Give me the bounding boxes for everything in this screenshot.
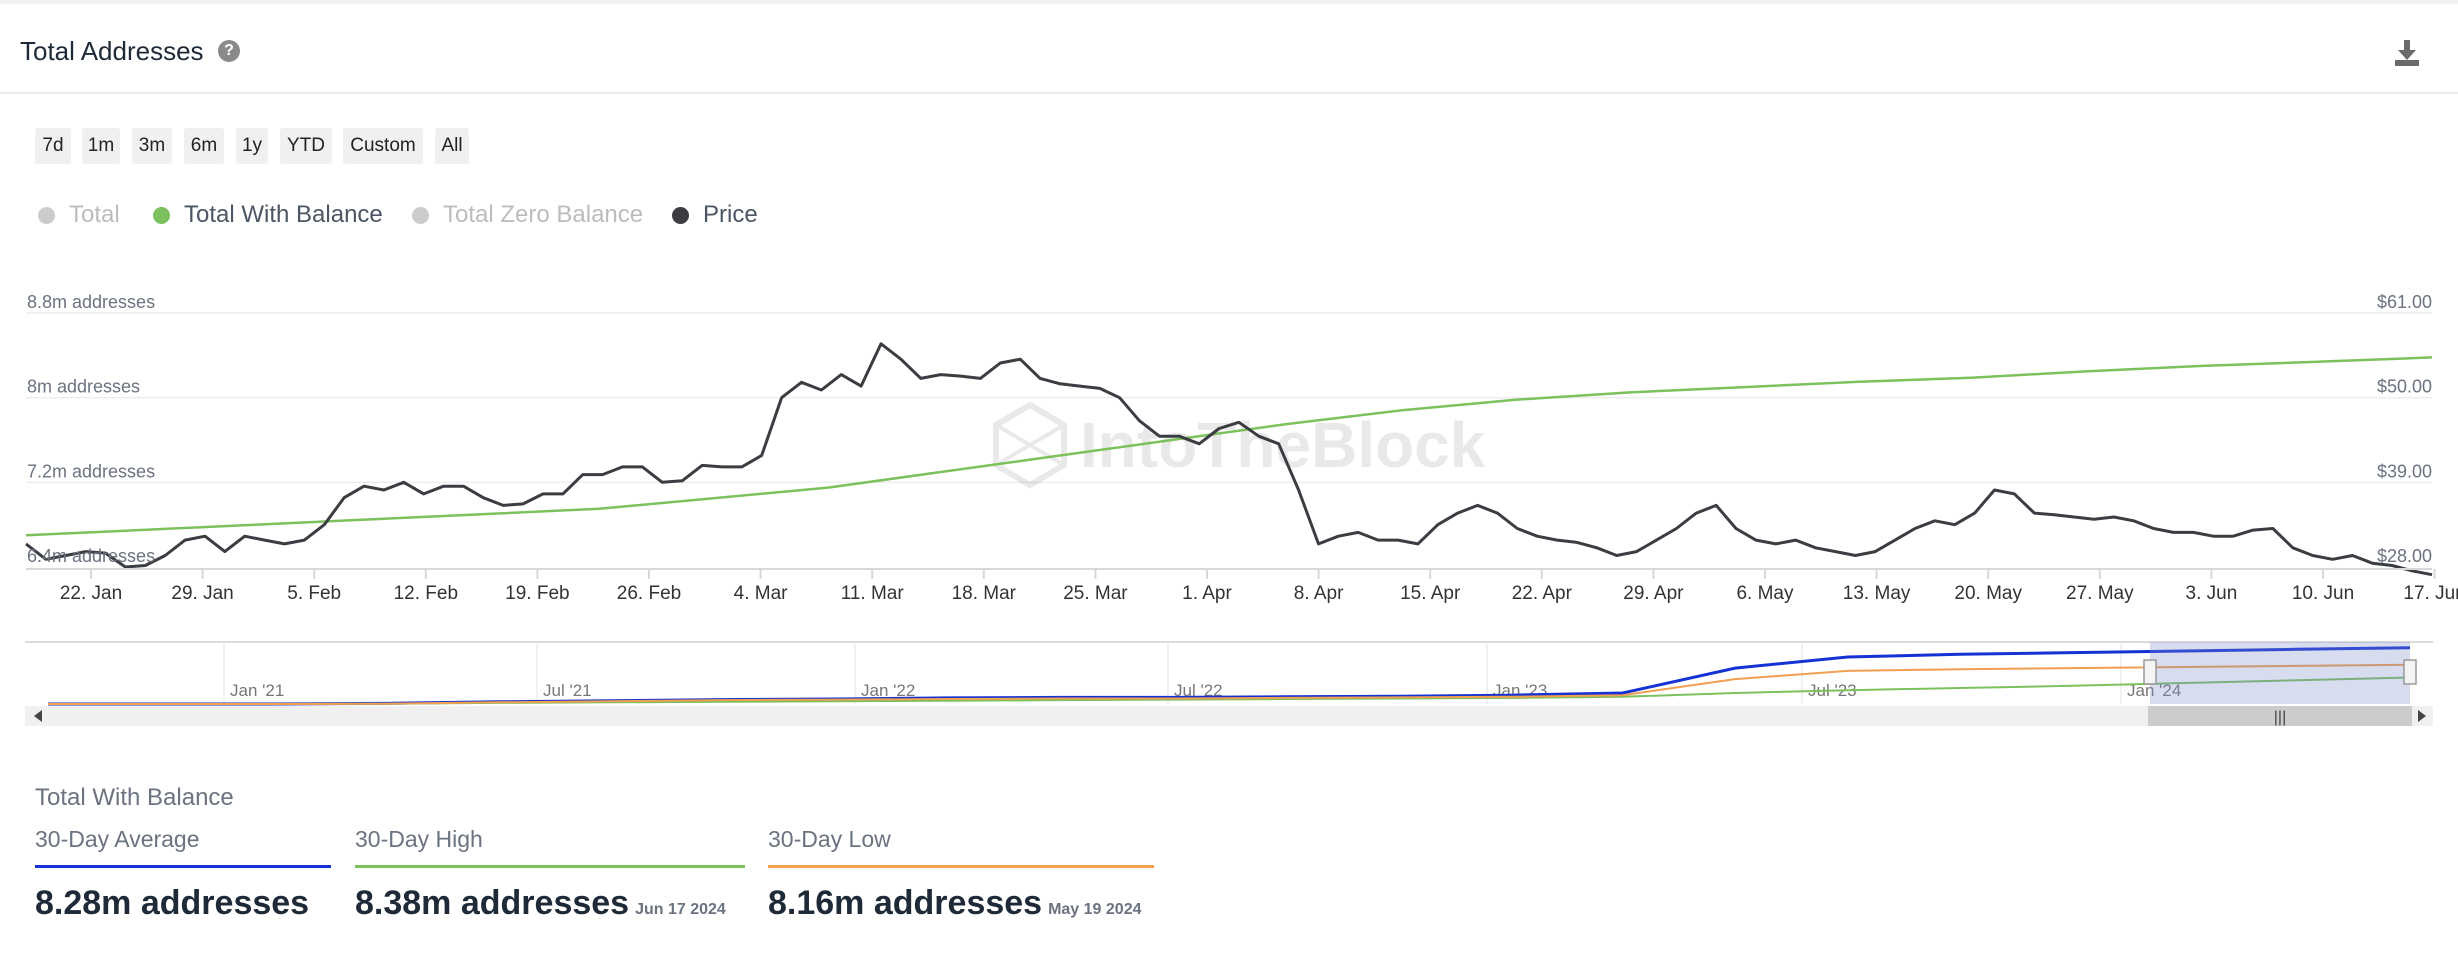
y-right-tick-label: $61.00: [2377, 292, 2432, 312]
x-tick-label: 22. Jan: [60, 583, 122, 604]
y-right-tick-label: $28.00: [2377, 546, 2432, 566]
watermark: IntoTheBlock: [993, 401, 1486, 489]
download-icon[interactable]: [2392, 38, 2422, 68]
legend-label: Total: [69, 201, 120, 228]
scroll-left-arrow[interactable]: [34, 710, 42, 722]
range-navigator[interactable]: Jan '21 Jul '21 Jan '22 Jul '22 Jan '23 Jul '…: [0, 640, 2458, 740]
stat-underline: [768, 865, 1154, 868]
range-button-1y[interactable]: 1y: [236, 128, 268, 164]
x-tick-label: 17. Jun: [2403, 583, 2458, 604]
range-button-3m[interactable]: 3m: [132, 128, 172, 164]
navigator-tick-label: Jul '22: [1174, 681, 1223, 700]
range-button-6m[interactable]: 6m: [184, 128, 224, 164]
legend-dot: [38, 206, 55, 224]
y-right-tick-label: $39.00: [2377, 461, 2432, 481]
range-button-ytd[interactable]: YTD: [280, 128, 332, 164]
stat-value-text: 8.28m addresses: [35, 884, 310, 922]
page-title: Total Addresses: [20, 36, 204, 66]
stat-value: 8.16m addresses May 19 2024: [768, 884, 1141, 923]
x-tick-label: 8. Apr: [1294, 583, 1344, 604]
range-button-7d[interactable]: 7d: [35, 128, 71, 164]
scrollbar-thumb[interactable]: [2148, 706, 2412, 726]
series-line-total-with-balance[interactable]: [25, 356, 2433, 537]
stat-label: 30-Day Average: [35, 826, 200, 852]
navigator-handle-right[interactable]: [2403, 659, 2417, 685]
navigator-line-30-day-average: [48, 646, 2411, 706]
legend-item-total-with-balance[interactable]: Total With Balance: [153, 200, 383, 230]
navigator-line-30-day-high: [48, 676, 2411, 705]
stat-30-day-high: 30-Day High: [355, 826, 745, 868]
main-chart: IntoTheBlock 6.4m addresses 7.2m addresse…: [25, 292, 2458, 604]
x-tick-label: 12. Feb: [394, 583, 458, 604]
scroll-right-arrow[interactable]: [2418, 710, 2426, 722]
range-button-1m[interactable]: 1m: [82, 128, 120, 164]
x-tick-label: 11. Mar: [841, 583, 905, 604]
scrollbar-track[interactable]: [25, 706, 2433, 726]
stat-value: 8.28m addresses: [35, 884, 309, 923]
y-left-tick-label: 6.4m addresses: [27, 546, 155, 566]
stat-30-day-average: 30-Day Average: [35, 826, 331, 868]
x-tick-label: 20. May: [1954, 583, 2022, 604]
range-button-all[interactable]: All: [435, 128, 469, 164]
top-border: [0, 0, 2458, 4]
stat-value: 8.38m addresses Jun 17 2024: [355, 884, 726, 923]
stat-30-day-low: 30-Day Low: [768, 826, 1154, 868]
scrollbar-grip: |||: [2274, 709, 2286, 726]
stat-date: May 19 2024: [1048, 901, 1142, 918]
x-tick-label: 26. Feb: [617, 583, 681, 604]
series-line-price[interactable]: [25, 342, 2433, 577]
stat-underline: [35, 865, 331, 868]
x-tick-label: 18. Mar: [952, 583, 1017, 604]
legend-item-price[interactable]: Price: [672, 200, 758, 230]
navigator-tick-label: Jan '21: [230, 681, 284, 700]
legend-label: Total Zero Balance: [443, 201, 644, 228]
x-tick-label: 29. Jan: [171, 583, 233, 604]
navigator-tick-label: Jan '22: [861, 681, 915, 700]
navigator-handle-left[interactable]: [2143, 659, 2157, 685]
x-tick-label: 6. May: [1736, 583, 1794, 604]
x-tick-label: 10. Jun: [2292, 583, 2354, 604]
legend-label: Total With Balance: [184, 201, 383, 228]
x-tick-label: 19. Feb: [505, 583, 569, 604]
y-left-tick-label: 8.8m addresses: [27, 292, 155, 312]
stats-title: Total With Balance: [35, 784, 234, 811]
x-tick-label: 22. Apr: [1512, 583, 1573, 604]
stat-value-text: 8.16m addresses: [768, 884, 1043, 922]
legend-dot: [412, 206, 429, 224]
x-tick-label: 5. Feb: [287, 583, 341, 604]
legend-dot: [153, 206, 170, 224]
range-button-custom[interactable]: Custom: [343, 128, 423, 164]
stat-label: 30-Day High: [355, 826, 483, 852]
y-left-tick-label: 7.2m addresses: [27, 461, 155, 481]
help-icon[interactable]: ?: [218, 40, 240, 62]
stat-underline: [355, 865, 745, 868]
x-tick-label: 4. Mar: [734, 583, 789, 604]
x-tick-label: 15. Apr: [1400, 583, 1461, 604]
legend-item-total[interactable]: Total: [38, 200, 120, 230]
navigator-tick-label: Jul '21: [543, 681, 592, 700]
x-tick-label: 13. May: [1843, 583, 1911, 604]
navigator-line-30-day-low: [48, 663, 2411, 705]
legend-label: Price: [703, 201, 758, 228]
navigator-tick-label: Jan '24: [2127, 681, 2181, 700]
stat-value-text: 8.38m addresses: [355, 884, 630, 922]
stat-date: Jun 17 2024: [635, 901, 726, 918]
x-tick-label: 3. Jun: [2186, 583, 2238, 604]
y-left-tick-label: 8m addresses: [27, 377, 140, 397]
legend-dot: [672, 206, 689, 224]
card-header: Total Addresses ?: [0, 4, 2458, 94]
x-tick-label: 1. Apr: [1182, 583, 1232, 604]
x-tick-label: 29. Apr: [1623, 583, 1684, 604]
x-tick-label: 27. May: [2066, 583, 2134, 604]
watermark-text: IntoTheBlock: [1080, 409, 1486, 481]
navigator-selection[interactable]: [2150, 642, 2410, 704]
y-right-tick-label: $50.00: [2377, 377, 2432, 397]
x-tick-label: 25. Mar: [1063, 583, 1128, 604]
legend-item-total-zero-balance[interactable]: Total Zero Balance: [412, 200, 643, 230]
stat-label: 30-Day Low: [768, 826, 891, 852]
